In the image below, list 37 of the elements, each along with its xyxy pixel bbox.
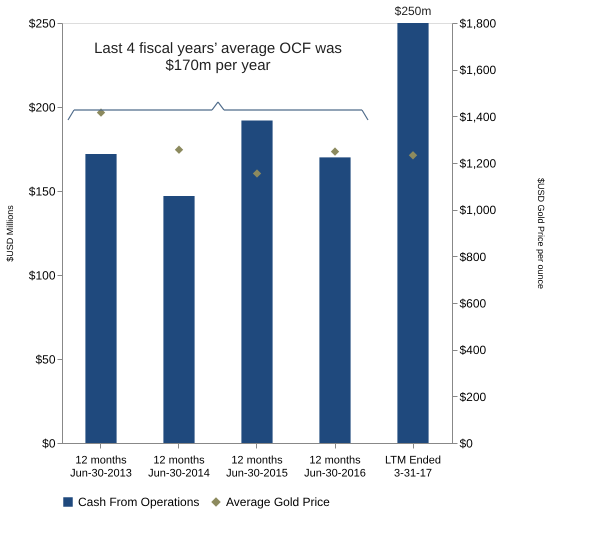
y2-tick-label: $200	[460, 390, 487, 404]
bar	[241, 120, 273, 443]
y2-tick-label: $1,600	[460, 63, 497, 78]
bar	[85, 154, 117, 443]
y2-axis-title: $USD Gold Price per ounce	[536, 178, 546, 290]
point	[330, 147, 340, 156]
point	[408, 151, 418, 160]
point	[96, 108, 106, 117]
bar	[163, 196, 195, 443]
y-tick-label: $200	[28, 100, 56, 114]
y-tick-label: $250	[28, 16, 56, 30]
y2-tick-label: $1,200	[460, 156, 497, 170]
y-tick-label: $50	[35, 352, 56, 366]
x-tick-label: 12 months Jun-30-2015	[226, 454, 288, 480]
y2-tick-label: $400	[460, 343, 487, 358]
point	[174, 146, 184, 154]
y2-tick-label: $1,800	[460, 16, 497, 30]
y-tick-label: $150	[28, 184, 56, 198]
x-tick-label: 12 months Jun-30-2013	[70, 454, 132, 480]
y-axis-title: $USD Millions	[4, 204, 15, 262]
y2-tick-label: $600	[460, 296, 487, 310]
bar	[319, 157, 351, 443]
x-tick-label: LTM Ended 3-31-17	[384, 454, 442, 480]
legend-label: Cash From Operations	[78, 495, 200, 509]
x-tick-label: 12 months Jun-30-2014	[148, 454, 210, 480]
bar	[397, 23, 429, 443]
y-tick-label: $100	[28, 268, 56, 282]
annotation: Last 4 fiscal years’ average OCF was $170m per year	[94, 40, 342, 74]
data-label: $250m	[394, 4, 432, 18]
legend-label: Average Gold Price	[226, 495, 330, 509]
point	[252, 169, 262, 178]
y2-tick-label: $800	[460, 250, 487, 264]
y2-tick-label: $1,000	[460, 203, 497, 218]
y-tick-label: $0	[42, 436, 56, 450]
y2-tick-label: $0	[460, 436, 474, 450]
x-tick-label: 12 months Jun-30-2016	[304, 454, 366, 480]
y2-tick-label: $1,400	[460, 110, 497, 124]
